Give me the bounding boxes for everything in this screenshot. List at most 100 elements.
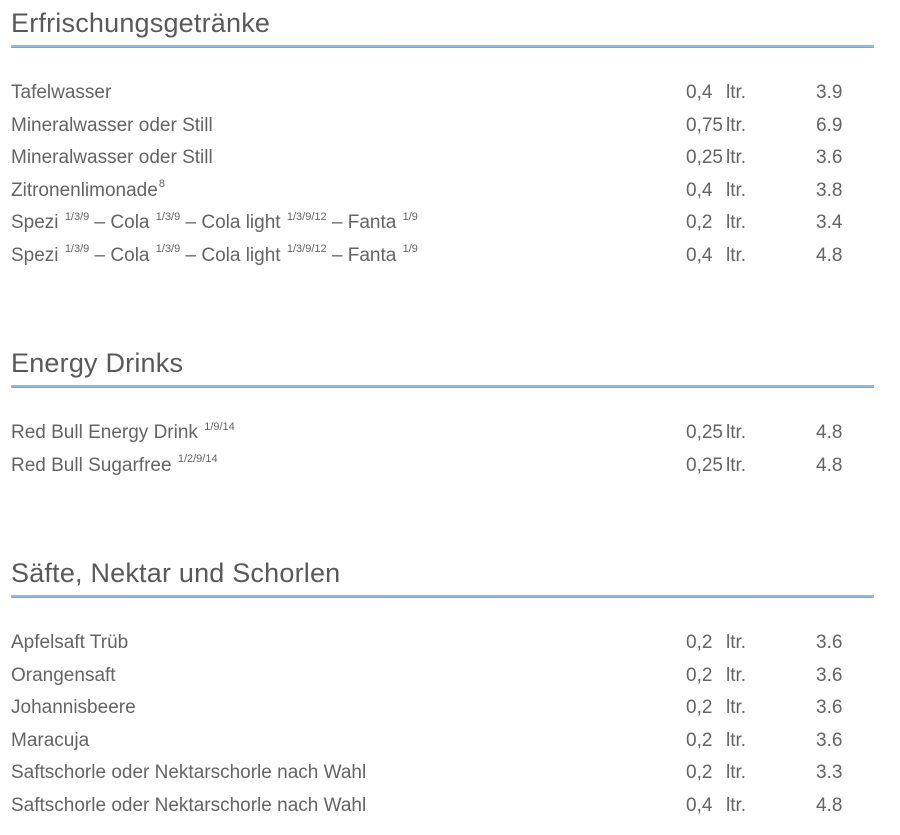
item-name: Spezi 1/3/9 – Cola 1/3/9 – Cola light 1/… [11,207,686,240]
item-name-text: Apfelsaft Trüb [11,632,129,653]
item-price: 3.6 [816,147,843,168]
item-unit: ltr. [726,632,747,653]
menu-item-row: Tafelwasser 0,4 ltr. 3.9 [11,77,874,110]
item-name: Johannisbeere [11,692,686,725]
item-price: 3.9 [816,82,843,103]
item-quantity: 0,25 [686,454,723,476]
item-quantity: 0,4 [686,794,713,816]
item-price: 4.8 [816,454,843,476]
item-quantity: 0,25 [686,147,723,168]
item-price: 3.3 [816,762,843,783]
item-unit: ltr. [726,82,747,103]
menu-item-row: Spezi 1/3/9 – Cola 1/3/9 – Cola light 1/… [11,207,874,240]
item-name-text: – Cola light [180,212,286,233]
item-price: 4.8 [816,422,843,443]
item-name: Spezi 1/3/9 – Cola 1/3/9 – Cola light 1/… [11,240,686,273]
item-price: 3.8 [816,179,843,201]
item-price: 3.6 [816,697,843,718]
item-quantity: 0,4 [686,244,713,266]
menu-section: Energy Drinks Red Bull Energy Drink 1/9/… [11,346,874,482]
item-quantity: 0,2 [686,762,713,783]
menu-item-row: Mineralwasser oder Still 0,25 ltr. 3.6 [11,142,874,175]
item-price: 3.6 [816,664,843,686]
item-name: Red Bull Energy Drink 1/9/14 [11,417,686,450]
item-unit: ltr. [726,762,747,783]
menu-item-row: Orangensaft 0,2 ltr. 3.6 [11,660,874,693]
item-unit: ltr. [726,147,747,168]
item-unit: ltr. [726,114,747,136]
menu-item-row: Red Bull Sugarfree 1/2/9/14 0,25 ltr. 4.… [11,450,874,483]
item-unit: ltr. [726,794,747,816]
footnote-superscript: 1/9 [402,243,418,256]
item-quantity: 0,25 [686,422,723,443]
item-name-text: – Cola [89,212,155,233]
item-price: 3.6 [816,729,843,751]
menu-item-row: Johannisbeere 0,2 ltr. 3.6 [11,692,874,725]
footnote-superscript: 1/3/9 [64,210,90,223]
item-name: Mineralwasser oder Still [11,110,686,143]
item-name: Saftschorle oder Nektarschorle nach Wahl [11,757,686,790]
item-quantity: 0,4 [686,82,713,103]
footnote-superscript: 1/3/9 [155,243,181,256]
menu-item-row: Saftschorle oder Nektarschorle nach Wahl… [11,757,874,790]
item-quantity: 0,2 [686,632,713,653]
section-underline [11,595,874,598]
item-name-text: Zitronenlimonade [11,179,158,201]
section-rows: Tafelwasser 0,4 ltr. 3.9 Mineralwasser o… [11,77,874,272]
item-name-text: Mineralwasser oder Still [11,114,213,136]
menu-item-row: Zitronenlimonade8 0,4 ltr. 3.8 [11,175,874,208]
item-name-text: – Fanta [326,212,402,233]
item-name-text: – Cola light [180,244,286,266]
footnote-superscript: 1/3/9/12 [286,243,327,256]
footnote-superscript: 1/9 [402,210,418,223]
item-price: 4.8 [816,244,843,266]
item-name: Saftschorle oder Nektarschorle nach Wahl [11,790,686,823]
item-quantity: 0,4 [686,179,713,201]
footnote-superscript: 1/3/9/12 [286,210,327,223]
item-unit: ltr. [726,729,747,751]
menu-section: Erfrischungsgetränke Tafelwasser 0,4 ltr… [11,6,874,272]
section-underline [11,45,874,48]
section-title: Säfte, Nektar und Schorlen [11,558,341,588]
item-name-text: Spezi [11,212,64,233]
footnote-superscript: 1/9/14 [204,420,235,433]
item-quantity: 0,2 [686,212,713,233]
footnote-superscript: 8 [158,178,165,191]
item-name: Zitronenlimonade8 [11,175,686,208]
item-unit: ltr. [726,244,747,266]
item-unit: ltr. [726,212,747,233]
section-title: Energy Drinks [11,348,184,378]
item-unit: ltr. [726,422,747,443]
menu-item-row: Apfelsaft Trüb 0,2 ltr. 3.6 [11,627,874,660]
item-name-text: Spezi [11,244,64,266]
item-name-text: Saftschorle oder Nektarschorle nach Wahl [11,794,367,816]
section-rows: Red Bull Energy Drink 1/9/14 0,25 ltr. 4… [11,417,874,482]
item-name: Tafelwasser [11,77,686,110]
item-name: Apfelsaft Trüb [11,627,686,660]
menu-item-row: Maracuja 0,2 ltr. 3.6 [11,725,874,758]
item-price: 4.8 [816,794,843,816]
footnote-superscript: 1/3/9 [64,243,90,256]
item-unit: ltr. [726,454,747,476]
item-name-text: Maracuja [11,729,90,751]
item-name: Mineralwasser oder Still [11,142,686,175]
menu-section: Säfte, Nektar und Schorlen Apfelsaft Trü… [11,556,874,822]
item-name: Maracuja [11,725,686,758]
item-name-text: – Fanta [326,244,402,266]
item-name-text: Saftschorle oder Nektarschorle nach Wahl [11,762,367,783]
item-name-text: Mineralwasser oder Still [11,147,213,168]
item-name-text: Red Bull Sugarfree [11,454,177,476]
item-quantity: 0,2 [686,697,713,718]
item-name: Orangensaft [11,660,686,693]
menu-item-row: Spezi 1/3/9 – Cola 1/3/9 – Cola light 1/… [11,240,874,273]
item-name-text: Red Bull Energy Drink [11,422,204,443]
item-name-text: – Cola [89,244,155,266]
section-underline [11,385,874,388]
item-quantity: 0,75 [686,114,723,136]
item-unit: ltr. [726,664,747,686]
section-rows: Apfelsaft Trüb 0,2 ltr. 3.6 Orangensaft … [11,627,874,822]
item-name-text: Johannisbeere [11,697,136,718]
item-name-text: Orangensaft [11,664,116,686]
item-quantity: 0,2 [686,729,713,751]
